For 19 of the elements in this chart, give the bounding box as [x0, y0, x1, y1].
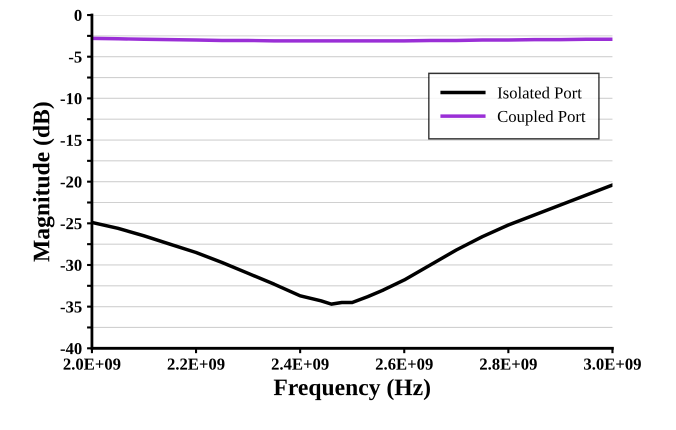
x-tick-label: 2.2E+09: [168, 358, 224, 370]
y-tick-label: -25: [60, 218, 82, 230]
y-tick-label: -35: [60, 301, 82, 313]
x-tick-label: 2.6E+09: [376, 358, 433, 370]
y-tick-label: -30: [60, 260, 82, 271]
y-tick-label: -10: [60, 93, 82, 104]
legend-label: Coupled Port: [498, 110, 586, 126]
legend-label: Isolated Port: [498, 86, 582, 99]
y-tick-label: -5: [68, 52, 82, 63]
y-axis-title: Magnitude (dB): [32, 102, 54, 262]
y-tick-label: -15: [60, 134, 82, 146]
x-tick-label: 2.8E+09: [480, 358, 537, 370]
y-tick-label: -20: [60, 176, 82, 188]
y-tick-label: -40: [60, 343, 82, 354]
x-tick-label: 2.4E+09: [272, 358, 329, 370]
x-tick-label: 3.0E+09: [584, 358, 641, 370]
x-axis-title: Frequency (Hz): [274, 378, 430, 400]
y-tick-label: 0: [74, 10, 82, 21]
x-tick-label: 2.0E+09: [64, 358, 120, 370]
